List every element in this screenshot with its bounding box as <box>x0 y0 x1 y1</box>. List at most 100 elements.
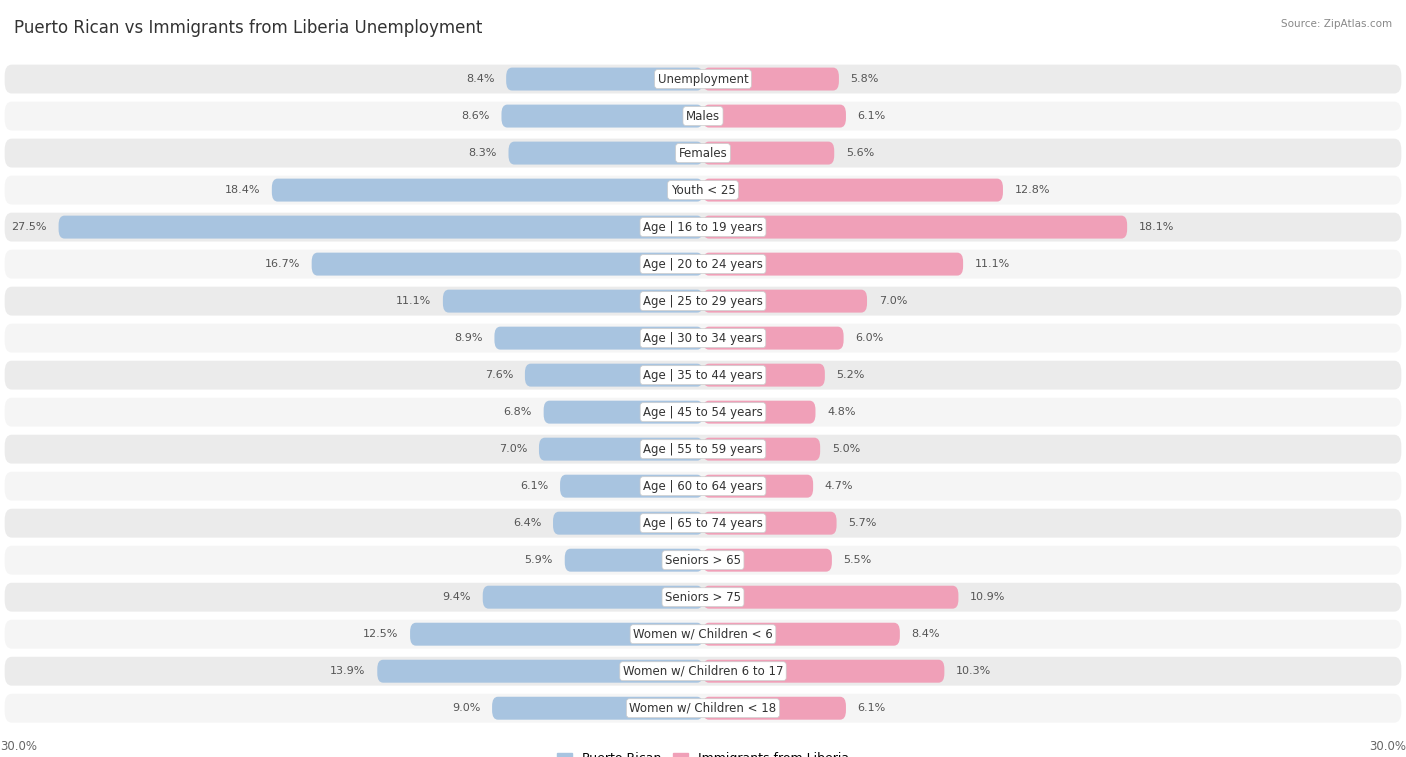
FancyBboxPatch shape <box>4 287 1402 316</box>
FancyBboxPatch shape <box>4 509 1402 537</box>
FancyBboxPatch shape <box>703 549 832 572</box>
Text: 11.1%: 11.1% <box>974 259 1010 269</box>
FancyBboxPatch shape <box>4 472 1402 500</box>
FancyBboxPatch shape <box>703 512 837 534</box>
Text: 13.9%: 13.9% <box>330 666 366 676</box>
Text: 5.2%: 5.2% <box>837 370 865 380</box>
FancyBboxPatch shape <box>703 327 844 350</box>
FancyBboxPatch shape <box>703 290 868 313</box>
FancyBboxPatch shape <box>524 363 703 387</box>
Text: 7.6%: 7.6% <box>485 370 513 380</box>
FancyBboxPatch shape <box>4 176 1402 204</box>
FancyBboxPatch shape <box>703 253 963 276</box>
Text: 5.5%: 5.5% <box>844 555 872 565</box>
Text: 30.0%: 30.0% <box>1369 740 1406 752</box>
FancyBboxPatch shape <box>495 327 703 350</box>
FancyBboxPatch shape <box>4 657 1402 686</box>
Text: 6.0%: 6.0% <box>855 333 883 343</box>
FancyBboxPatch shape <box>4 139 1402 167</box>
Text: 12.5%: 12.5% <box>363 629 398 639</box>
FancyBboxPatch shape <box>4 693 1402 723</box>
FancyBboxPatch shape <box>4 101 1402 130</box>
Text: Age | 55 to 59 years: Age | 55 to 59 years <box>643 443 763 456</box>
FancyBboxPatch shape <box>312 253 703 276</box>
Text: 5.9%: 5.9% <box>524 555 553 565</box>
Text: 6.8%: 6.8% <box>503 407 531 417</box>
Text: Women w/ Children < 18: Women w/ Children < 18 <box>630 702 776 715</box>
FancyBboxPatch shape <box>4 213 1402 241</box>
Text: Age | 65 to 74 years: Age | 65 to 74 years <box>643 517 763 530</box>
FancyBboxPatch shape <box>4 583 1402 612</box>
Text: Women w/ Children < 6: Women w/ Children < 6 <box>633 628 773 640</box>
FancyBboxPatch shape <box>4 620 1402 649</box>
Text: 6.4%: 6.4% <box>513 519 541 528</box>
Text: Females: Females <box>679 147 727 160</box>
FancyBboxPatch shape <box>703 179 1002 201</box>
FancyBboxPatch shape <box>703 142 834 164</box>
Text: 6.1%: 6.1% <box>858 703 886 713</box>
FancyBboxPatch shape <box>703 438 820 460</box>
FancyBboxPatch shape <box>703 363 825 387</box>
FancyBboxPatch shape <box>565 549 703 572</box>
Text: 7.0%: 7.0% <box>879 296 907 306</box>
Text: 27.5%: 27.5% <box>11 222 46 232</box>
Text: 4.7%: 4.7% <box>825 481 853 491</box>
Text: Source: ZipAtlas.com: Source: ZipAtlas.com <box>1281 19 1392 29</box>
FancyBboxPatch shape <box>544 400 703 424</box>
Legend: Puerto Rican, Immigrants from Liberia: Puerto Rican, Immigrants from Liberia <box>551 747 855 757</box>
Text: 11.1%: 11.1% <box>396 296 432 306</box>
Text: Women w/ Children 6 to 17: Women w/ Children 6 to 17 <box>623 665 783 678</box>
FancyBboxPatch shape <box>538 438 703 460</box>
Text: 6.1%: 6.1% <box>858 111 886 121</box>
FancyBboxPatch shape <box>59 216 703 238</box>
Text: 18.4%: 18.4% <box>225 185 260 195</box>
FancyBboxPatch shape <box>560 475 703 497</box>
FancyBboxPatch shape <box>703 475 813 497</box>
FancyBboxPatch shape <box>492 696 703 720</box>
Text: Age | 30 to 34 years: Age | 30 to 34 years <box>643 332 763 344</box>
Text: 5.0%: 5.0% <box>832 444 860 454</box>
Text: Males: Males <box>686 110 720 123</box>
Text: Age | 60 to 64 years: Age | 60 to 64 years <box>643 480 763 493</box>
Text: 7.0%: 7.0% <box>499 444 527 454</box>
Text: 5.6%: 5.6% <box>846 148 875 158</box>
Text: 6.1%: 6.1% <box>520 481 548 491</box>
Text: 30.0%: 30.0% <box>0 740 37 752</box>
FancyBboxPatch shape <box>703 400 815 424</box>
Text: 16.7%: 16.7% <box>264 259 299 269</box>
FancyBboxPatch shape <box>509 142 703 164</box>
FancyBboxPatch shape <box>506 67 703 91</box>
FancyBboxPatch shape <box>703 216 1128 238</box>
Text: Age | 45 to 54 years: Age | 45 to 54 years <box>643 406 763 419</box>
Text: 9.4%: 9.4% <box>443 592 471 602</box>
Text: 8.4%: 8.4% <box>911 629 941 639</box>
Text: 18.1%: 18.1% <box>1139 222 1174 232</box>
FancyBboxPatch shape <box>4 397 1402 427</box>
FancyBboxPatch shape <box>4 546 1402 575</box>
Text: Youth < 25: Youth < 25 <box>671 184 735 197</box>
Text: Age | 35 to 44 years: Age | 35 to 44 years <box>643 369 763 382</box>
FancyBboxPatch shape <box>271 179 703 201</box>
Text: Unemployment: Unemployment <box>658 73 748 86</box>
Text: Seniors > 65: Seniors > 65 <box>665 553 741 567</box>
FancyBboxPatch shape <box>502 104 703 127</box>
Text: 5.8%: 5.8% <box>851 74 879 84</box>
FancyBboxPatch shape <box>553 512 703 534</box>
Text: 10.9%: 10.9% <box>970 592 1005 602</box>
FancyBboxPatch shape <box>482 586 703 609</box>
FancyBboxPatch shape <box>443 290 703 313</box>
Text: Puerto Rican vs Immigrants from Liberia Unemployment: Puerto Rican vs Immigrants from Liberia … <box>14 19 482 37</box>
Text: 5.7%: 5.7% <box>848 519 877 528</box>
Text: 8.6%: 8.6% <box>461 111 489 121</box>
FancyBboxPatch shape <box>4 360 1402 390</box>
Text: 10.3%: 10.3% <box>956 666 991 676</box>
FancyBboxPatch shape <box>703 623 900 646</box>
Text: 4.8%: 4.8% <box>827 407 856 417</box>
Text: 8.4%: 8.4% <box>465 74 495 84</box>
Text: Age | 25 to 29 years: Age | 25 to 29 years <box>643 294 763 307</box>
FancyBboxPatch shape <box>703 660 945 683</box>
FancyBboxPatch shape <box>4 435 1402 463</box>
FancyBboxPatch shape <box>4 324 1402 353</box>
FancyBboxPatch shape <box>703 696 846 720</box>
Text: Seniors > 75: Seniors > 75 <box>665 590 741 603</box>
